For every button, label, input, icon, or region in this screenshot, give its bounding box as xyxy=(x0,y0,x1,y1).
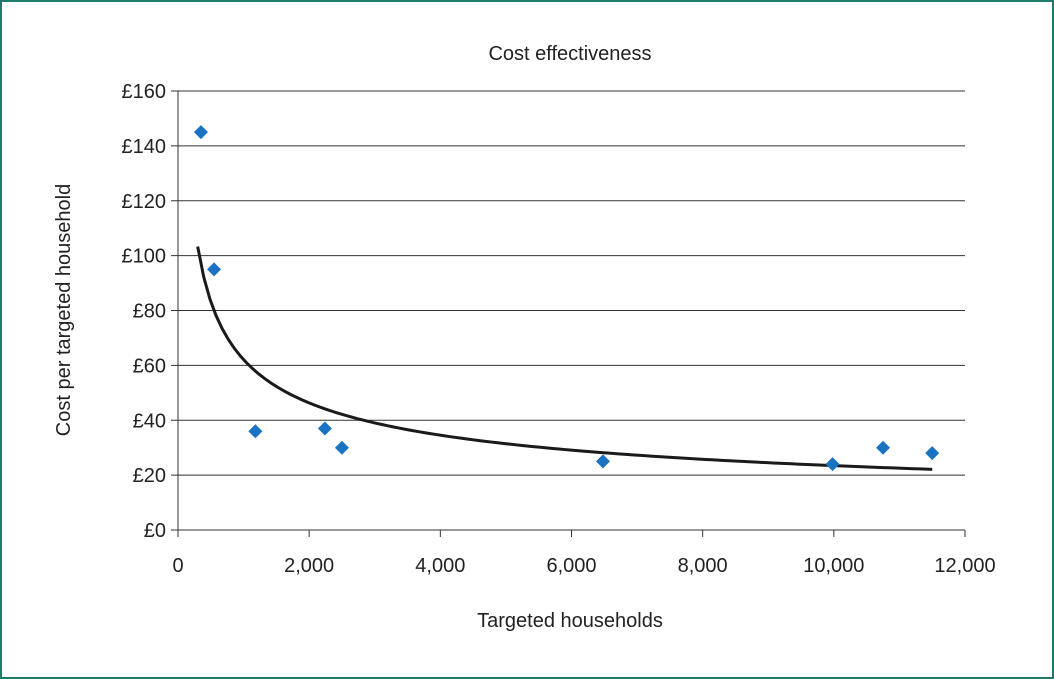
x-tick-label: 0 xyxy=(172,555,183,577)
data-point xyxy=(925,446,940,461)
x-tick-label: 4,000 xyxy=(415,555,465,577)
data-points xyxy=(193,125,940,472)
data-point xyxy=(876,440,891,455)
y-tick-label: £60 xyxy=(133,355,166,377)
y-tick-label: £140 xyxy=(122,136,167,158)
x-tick-label: 10,000 xyxy=(803,555,864,577)
y-tick-label: £100 xyxy=(122,246,167,268)
y-axis-label: Cost per targeted household xyxy=(53,184,75,436)
x-axis-label: Targeted households xyxy=(477,610,663,632)
data-point xyxy=(207,262,222,277)
y-tick-labels: £0 £20 £40 £60 £80 £100 £120 £140 £160 xyxy=(122,81,167,542)
y-tick-label: £0 xyxy=(144,520,166,542)
gridlines xyxy=(178,90,965,476)
x-tick-label: 12,000 xyxy=(934,555,995,577)
data-point xyxy=(334,440,349,455)
chart-title: Cost effectiveness xyxy=(488,43,651,65)
y-tick-label: £120 xyxy=(122,191,167,213)
x-tick-label: 2,000 xyxy=(284,555,334,577)
y-tick-label: £40 xyxy=(133,410,166,432)
axes xyxy=(171,90,966,537)
data-point xyxy=(248,424,263,439)
data-point xyxy=(825,457,840,472)
data-point xyxy=(317,421,332,436)
x-tick-labels: 0 2,000 4,000 6,000 8,000 10,000 12,000 xyxy=(172,555,995,577)
trendline xyxy=(196,246,933,471)
y-tick-label: £20 xyxy=(133,465,166,487)
data-point xyxy=(193,125,208,140)
y-tick-label: £80 xyxy=(133,301,166,323)
data-point xyxy=(595,454,610,469)
x-tick-label: 8,000 xyxy=(678,555,728,577)
y-tick-label: £160 xyxy=(122,81,167,103)
x-tick-label: 6,000 xyxy=(546,555,596,577)
